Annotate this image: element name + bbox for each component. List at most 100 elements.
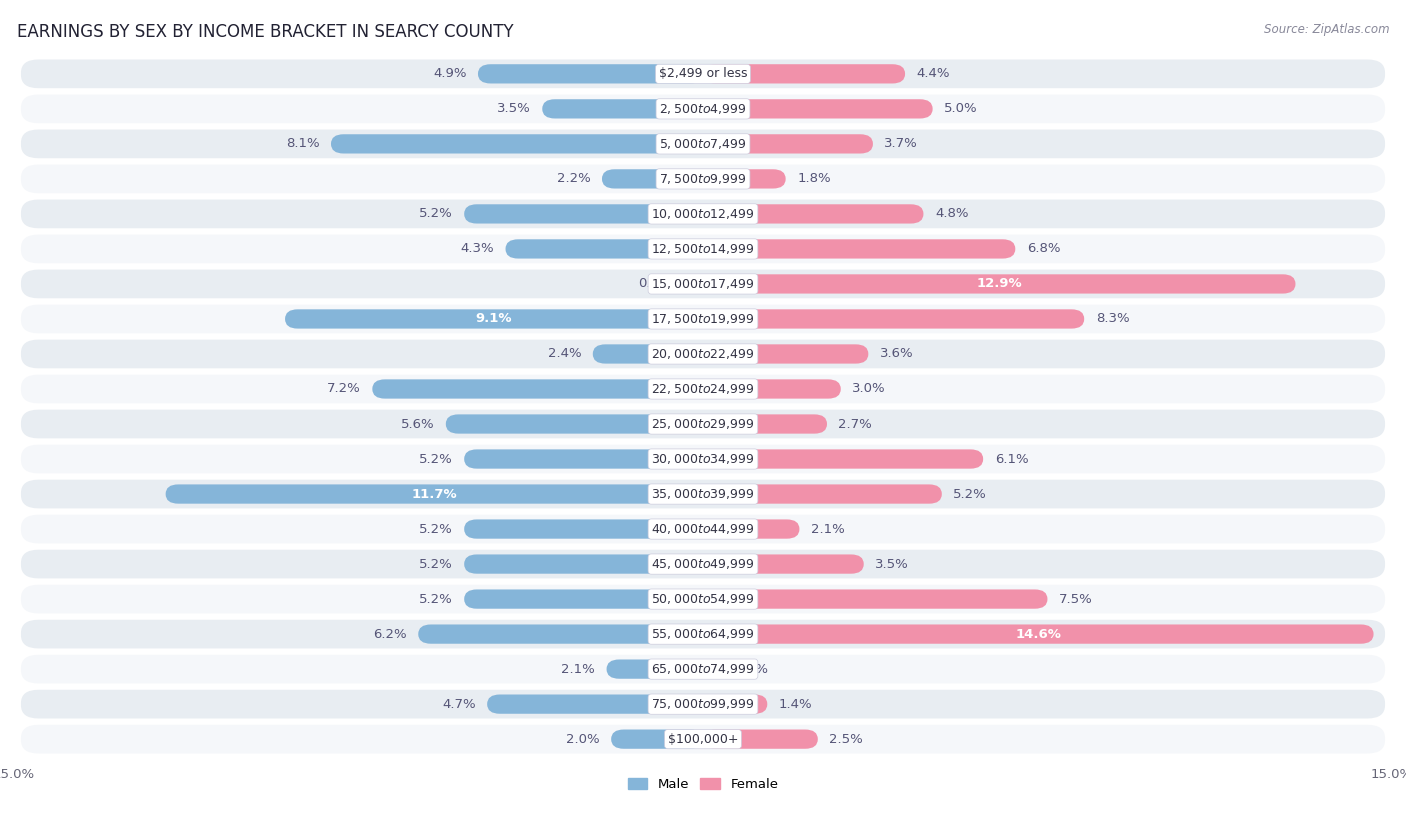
- Text: 2.4%: 2.4%: [548, 347, 581, 360]
- FancyBboxPatch shape: [21, 199, 1385, 228]
- Text: $10,000 to $12,499: $10,000 to $12,499: [651, 207, 755, 221]
- Text: 7.2%: 7.2%: [328, 382, 361, 395]
- FancyBboxPatch shape: [703, 729, 818, 749]
- FancyBboxPatch shape: [602, 169, 703, 189]
- Text: 1.4%: 1.4%: [779, 698, 813, 711]
- FancyBboxPatch shape: [703, 345, 869, 363]
- FancyBboxPatch shape: [703, 134, 873, 154]
- Legend: Male, Female: Male, Female: [623, 772, 783, 796]
- Text: 2.5%: 2.5%: [830, 733, 863, 746]
- FancyBboxPatch shape: [703, 309, 1084, 328]
- Text: 2.0%: 2.0%: [567, 733, 599, 746]
- FancyBboxPatch shape: [21, 445, 1385, 473]
- FancyBboxPatch shape: [464, 589, 703, 609]
- FancyBboxPatch shape: [21, 410, 1385, 438]
- Text: Source: ZipAtlas.com: Source: ZipAtlas.com: [1264, 23, 1389, 36]
- Text: 3.5%: 3.5%: [496, 102, 531, 115]
- Text: $7,500 to $9,999: $7,500 to $9,999: [659, 172, 747, 186]
- FancyBboxPatch shape: [373, 380, 703, 398]
- FancyBboxPatch shape: [21, 94, 1385, 124]
- Text: 11.7%: 11.7%: [412, 488, 457, 501]
- FancyBboxPatch shape: [464, 204, 703, 224]
- Text: $22,500 to $24,999: $22,500 to $24,999: [651, 382, 755, 396]
- Text: 5.2%: 5.2%: [953, 488, 987, 501]
- FancyBboxPatch shape: [478, 64, 703, 84]
- FancyBboxPatch shape: [703, 99, 932, 119]
- FancyBboxPatch shape: [703, 520, 800, 539]
- Text: 5.2%: 5.2%: [419, 523, 453, 536]
- Text: $2,499 or less: $2,499 or less: [659, 67, 747, 80]
- Text: 6.1%: 6.1%: [994, 453, 1028, 466]
- FancyBboxPatch shape: [21, 585, 1385, 614]
- FancyBboxPatch shape: [21, 654, 1385, 684]
- FancyBboxPatch shape: [486, 694, 703, 714]
- FancyBboxPatch shape: [285, 309, 703, 328]
- Text: $65,000 to $74,999: $65,000 to $74,999: [651, 662, 755, 676]
- FancyBboxPatch shape: [464, 554, 703, 574]
- FancyBboxPatch shape: [543, 99, 703, 119]
- Text: 4.8%: 4.8%: [935, 207, 969, 220]
- FancyBboxPatch shape: [418, 624, 703, 644]
- FancyBboxPatch shape: [506, 239, 703, 259]
- Text: 6.2%: 6.2%: [373, 628, 406, 641]
- FancyBboxPatch shape: [703, 64, 905, 84]
- Text: 3.7%: 3.7%: [884, 137, 918, 150]
- Text: $30,000 to $34,999: $30,000 to $34,999: [651, 452, 755, 466]
- Text: 5.6%: 5.6%: [401, 418, 434, 431]
- FancyBboxPatch shape: [703, 624, 1374, 644]
- FancyBboxPatch shape: [703, 380, 841, 398]
- FancyBboxPatch shape: [21, 340, 1385, 368]
- FancyBboxPatch shape: [703, 694, 768, 714]
- FancyBboxPatch shape: [330, 134, 703, 154]
- FancyBboxPatch shape: [703, 450, 983, 468]
- FancyBboxPatch shape: [21, 270, 1385, 298]
- FancyBboxPatch shape: [612, 729, 703, 749]
- Text: 2.7%: 2.7%: [838, 418, 872, 431]
- Text: 5.2%: 5.2%: [419, 453, 453, 466]
- FancyBboxPatch shape: [21, 725, 1385, 754]
- FancyBboxPatch shape: [21, 620, 1385, 649]
- Text: EARNINGS BY SEX BY INCOME BRACKET IN SEARCY COUNTY: EARNINGS BY SEX BY INCOME BRACKET IN SEA…: [17, 23, 513, 41]
- FancyBboxPatch shape: [606, 659, 703, 679]
- FancyBboxPatch shape: [21, 59, 1385, 88]
- Text: 4.3%: 4.3%: [460, 242, 494, 255]
- Text: 2.2%: 2.2%: [557, 172, 591, 185]
- Text: $55,000 to $64,999: $55,000 to $64,999: [651, 627, 755, 641]
- Text: 5.0%: 5.0%: [945, 102, 977, 115]
- FancyBboxPatch shape: [593, 345, 703, 363]
- Text: $50,000 to $54,999: $50,000 to $54,999: [651, 592, 755, 606]
- Text: 9.1%: 9.1%: [475, 312, 512, 325]
- Text: $25,000 to $29,999: $25,000 to $29,999: [651, 417, 755, 431]
- FancyBboxPatch shape: [21, 515, 1385, 543]
- Text: 5.2%: 5.2%: [419, 207, 453, 220]
- Text: 7.5%: 7.5%: [1059, 593, 1092, 606]
- FancyBboxPatch shape: [703, 485, 942, 504]
- FancyBboxPatch shape: [703, 589, 1047, 609]
- Text: $35,000 to $39,999: $35,000 to $39,999: [651, 487, 755, 501]
- Text: 4.4%: 4.4%: [917, 67, 950, 80]
- FancyBboxPatch shape: [690, 274, 704, 293]
- Text: 2.1%: 2.1%: [811, 523, 845, 536]
- Text: $20,000 to $22,499: $20,000 to $22,499: [651, 347, 755, 361]
- FancyBboxPatch shape: [464, 450, 703, 468]
- FancyBboxPatch shape: [703, 415, 827, 433]
- Text: 3.0%: 3.0%: [852, 382, 886, 395]
- FancyBboxPatch shape: [703, 554, 863, 574]
- FancyBboxPatch shape: [703, 169, 786, 189]
- Text: 3.5%: 3.5%: [875, 558, 910, 571]
- Text: $75,000 to $99,999: $75,000 to $99,999: [651, 697, 755, 711]
- Text: $100,000+: $100,000+: [668, 733, 738, 746]
- Text: 1.8%: 1.8%: [797, 172, 831, 185]
- FancyBboxPatch shape: [21, 235, 1385, 263]
- Text: 4.7%: 4.7%: [441, 698, 475, 711]
- Text: 0.26%: 0.26%: [727, 663, 769, 676]
- Text: 5.2%: 5.2%: [419, 593, 453, 606]
- Text: $12,500 to $14,999: $12,500 to $14,999: [651, 242, 755, 256]
- FancyBboxPatch shape: [21, 375, 1385, 403]
- FancyBboxPatch shape: [446, 415, 703, 433]
- FancyBboxPatch shape: [21, 129, 1385, 159]
- Text: $17,500 to $19,999: $17,500 to $19,999: [651, 312, 755, 326]
- Text: 14.6%: 14.6%: [1015, 628, 1062, 641]
- FancyBboxPatch shape: [21, 305, 1385, 333]
- Text: $15,000 to $17,499: $15,000 to $17,499: [651, 277, 755, 291]
